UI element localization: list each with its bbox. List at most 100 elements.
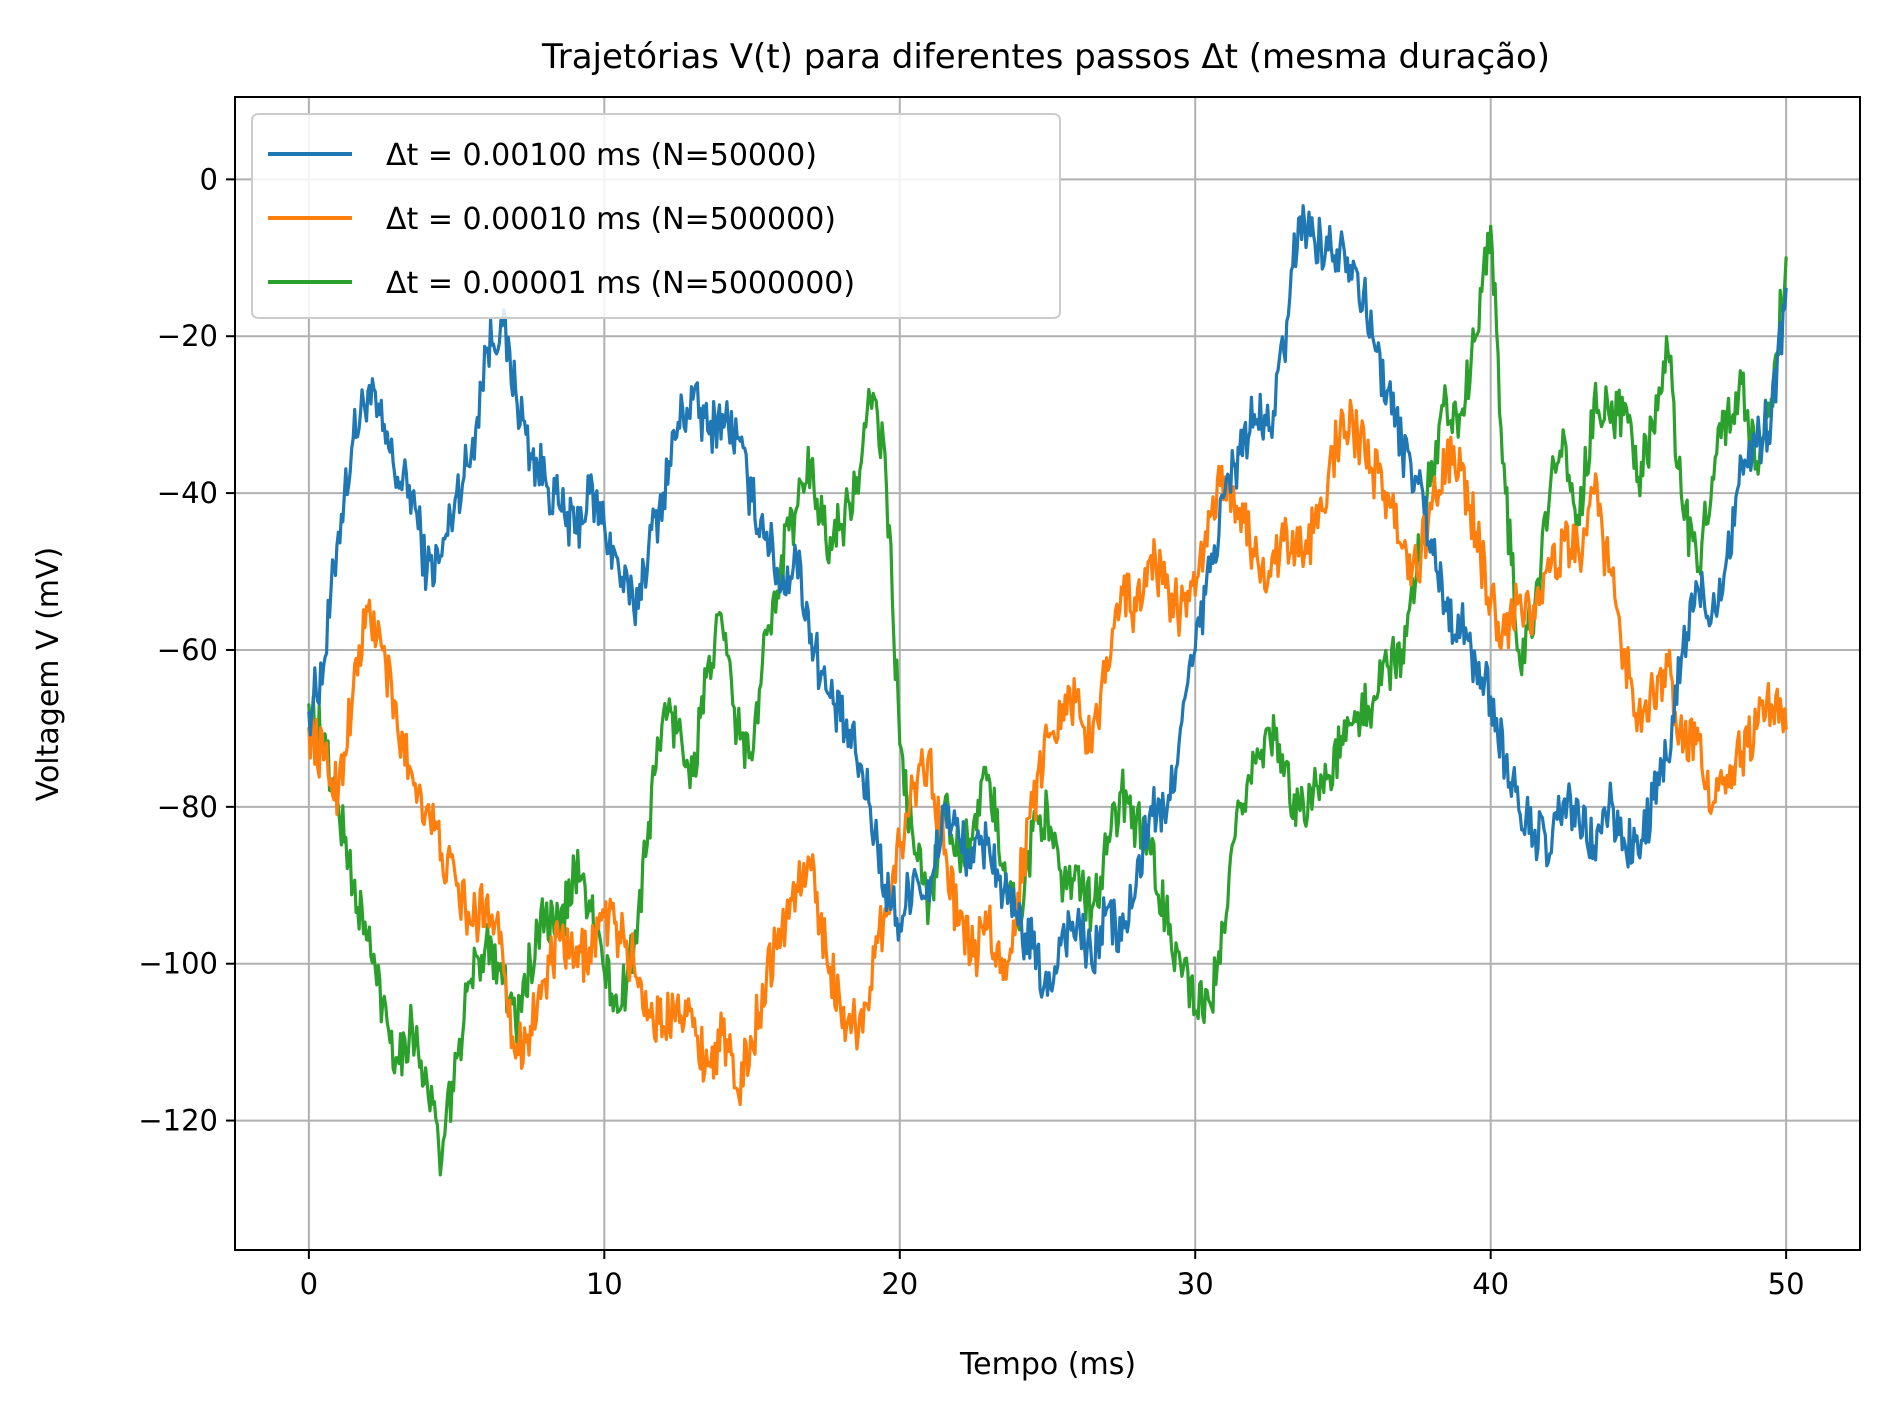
series-2-point bbox=[1075, 695, 1079, 699]
series-3-point bbox=[912, 852, 917, 856]
series-2-point bbox=[1429, 507, 1434, 511]
series-1-point bbox=[1622, 836, 1626, 840]
series-1-point bbox=[735, 436, 739, 440]
series-2-point bbox=[1607, 569, 1611, 574]
series-2-point bbox=[1119, 585, 1123, 589]
series-1-point bbox=[1636, 852, 1641, 856]
series-2-point bbox=[558, 938, 562, 942]
series-2-point bbox=[927, 750, 931, 754]
series-2-point bbox=[1666, 664, 1670, 668]
series-1-point bbox=[691, 397, 695, 401]
series-1-point bbox=[602, 522, 606, 527]
series-1-point bbox=[676, 420, 680, 425]
series-2-point bbox=[1149, 554, 1153, 558]
series-1-point bbox=[1223, 491, 1227, 495]
series-2-point bbox=[1282, 538, 1286, 542]
series-2-point bbox=[1754, 726, 1759, 731]
series-2-point bbox=[824, 946, 828, 950]
series-1-point bbox=[514, 389, 518, 393]
series-1-point bbox=[883, 883, 887, 887]
series-lines bbox=[307, 204, 1788, 1177]
series-2-point bbox=[1060, 703, 1064, 707]
series-1-point bbox=[647, 546, 651, 550]
series-2-point bbox=[425, 805, 429, 809]
series-1-point bbox=[395, 475, 400, 480]
series-2-point bbox=[381, 648, 385, 652]
series-3-point bbox=[1740, 381, 1744, 385]
series-3-point bbox=[1385, 664, 1389, 668]
series-3-point bbox=[1090, 907, 1094, 911]
series-2-point bbox=[898, 844, 902, 848]
series-3-point bbox=[824, 538, 828, 542]
series-1-point bbox=[1267, 428, 1271, 432]
series-2-point bbox=[514, 1056, 518, 1060]
series-2-point bbox=[750, 1040, 754, 1044]
series-3-point bbox=[1474, 334, 1478, 338]
series-1-point bbox=[957, 836, 961, 840]
series-2-point bbox=[1784, 726, 1788, 731]
series-1-point bbox=[1518, 813, 1522, 817]
series-2-point bbox=[484, 899, 488, 903]
series-2-point bbox=[454, 883, 459, 887]
series-3-point bbox=[1503, 491, 1508, 495]
series-3-point bbox=[957, 852, 961, 856]
series-2-point bbox=[1311, 530, 1316, 534]
series-1-point bbox=[824, 687, 828, 691]
series-1-point bbox=[1297, 216, 1301, 221]
series-2-point bbox=[528, 1024, 533, 1029]
series-1-point bbox=[1710, 609, 1714, 613]
series-3-point bbox=[1784, 256, 1788, 260]
series-2-point bbox=[1090, 750, 1094, 754]
series-3-point bbox=[1548, 491, 1552, 495]
series-1-point bbox=[1311, 232, 1316, 236]
y-tick-label: −40 bbox=[157, 476, 218, 510]
series-1-point bbox=[1075, 922, 1079, 927]
series-2-point bbox=[1651, 687, 1655, 691]
series-3-point bbox=[883, 452, 887, 456]
series-2-point bbox=[691, 1024, 695, 1029]
series-1-point bbox=[440, 554, 444, 558]
series-2-point bbox=[1518, 593, 1522, 597]
series-2-point bbox=[1267, 569, 1271, 574]
series-3-point bbox=[779, 554, 784, 558]
series-1-point bbox=[381, 428, 385, 432]
series-2-point bbox=[1045, 734, 1050, 738]
series-2-point bbox=[366, 609, 370, 613]
series-1-point bbox=[1562, 797, 1567, 801]
series-1-point bbox=[1326, 248, 1330, 252]
y-tick-label: −120 bbox=[138, 1104, 218, 1138]
series-3-point bbox=[602, 969, 606, 974]
series-3-point bbox=[484, 938, 488, 942]
series-2-point bbox=[1134, 609, 1138, 613]
series-3-point bbox=[1031, 828, 1035, 832]
series-2-point bbox=[1193, 593, 1197, 597]
series-3-point bbox=[853, 491, 858, 495]
series-2-point bbox=[972, 954, 976, 958]
series-2-point bbox=[1164, 585, 1168, 589]
series-1-point bbox=[1444, 609, 1448, 613]
legend-box bbox=[251, 113, 1061, 319]
series-2-point bbox=[322, 758, 326, 762]
series-3-point bbox=[1223, 930, 1227, 934]
series-2-point bbox=[410, 773, 414, 778]
x-tick-label: 30 bbox=[1177, 1267, 1214, 1301]
series-2-point bbox=[469, 922, 473, 927]
series-1-point bbox=[1282, 350, 1286, 354]
series-2-point bbox=[587, 946, 592, 950]
series-1-point bbox=[853, 750, 858, 754]
series-1-point bbox=[986, 836, 991, 840]
series-3-point bbox=[1164, 915, 1168, 919]
series-3-point bbox=[1666, 350, 1670, 354]
series-1-point bbox=[1237, 452, 1242, 456]
series-2-point bbox=[1178, 609, 1183, 613]
series-3-point bbox=[972, 820, 976, 825]
series-3-point bbox=[1577, 522, 1581, 527]
series-2-point bbox=[1385, 491, 1389, 495]
series-1-point bbox=[454, 491, 459, 495]
series-3-point bbox=[839, 522, 843, 527]
series-1-point bbox=[1695, 585, 1700, 589]
series-2-point bbox=[1710, 805, 1714, 809]
series-1-point bbox=[1503, 758, 1508, 762]
series-2-point bbox=[1533, 616, 1537, 621]
series-2-point bbox=[957, 922, 961, 927]
